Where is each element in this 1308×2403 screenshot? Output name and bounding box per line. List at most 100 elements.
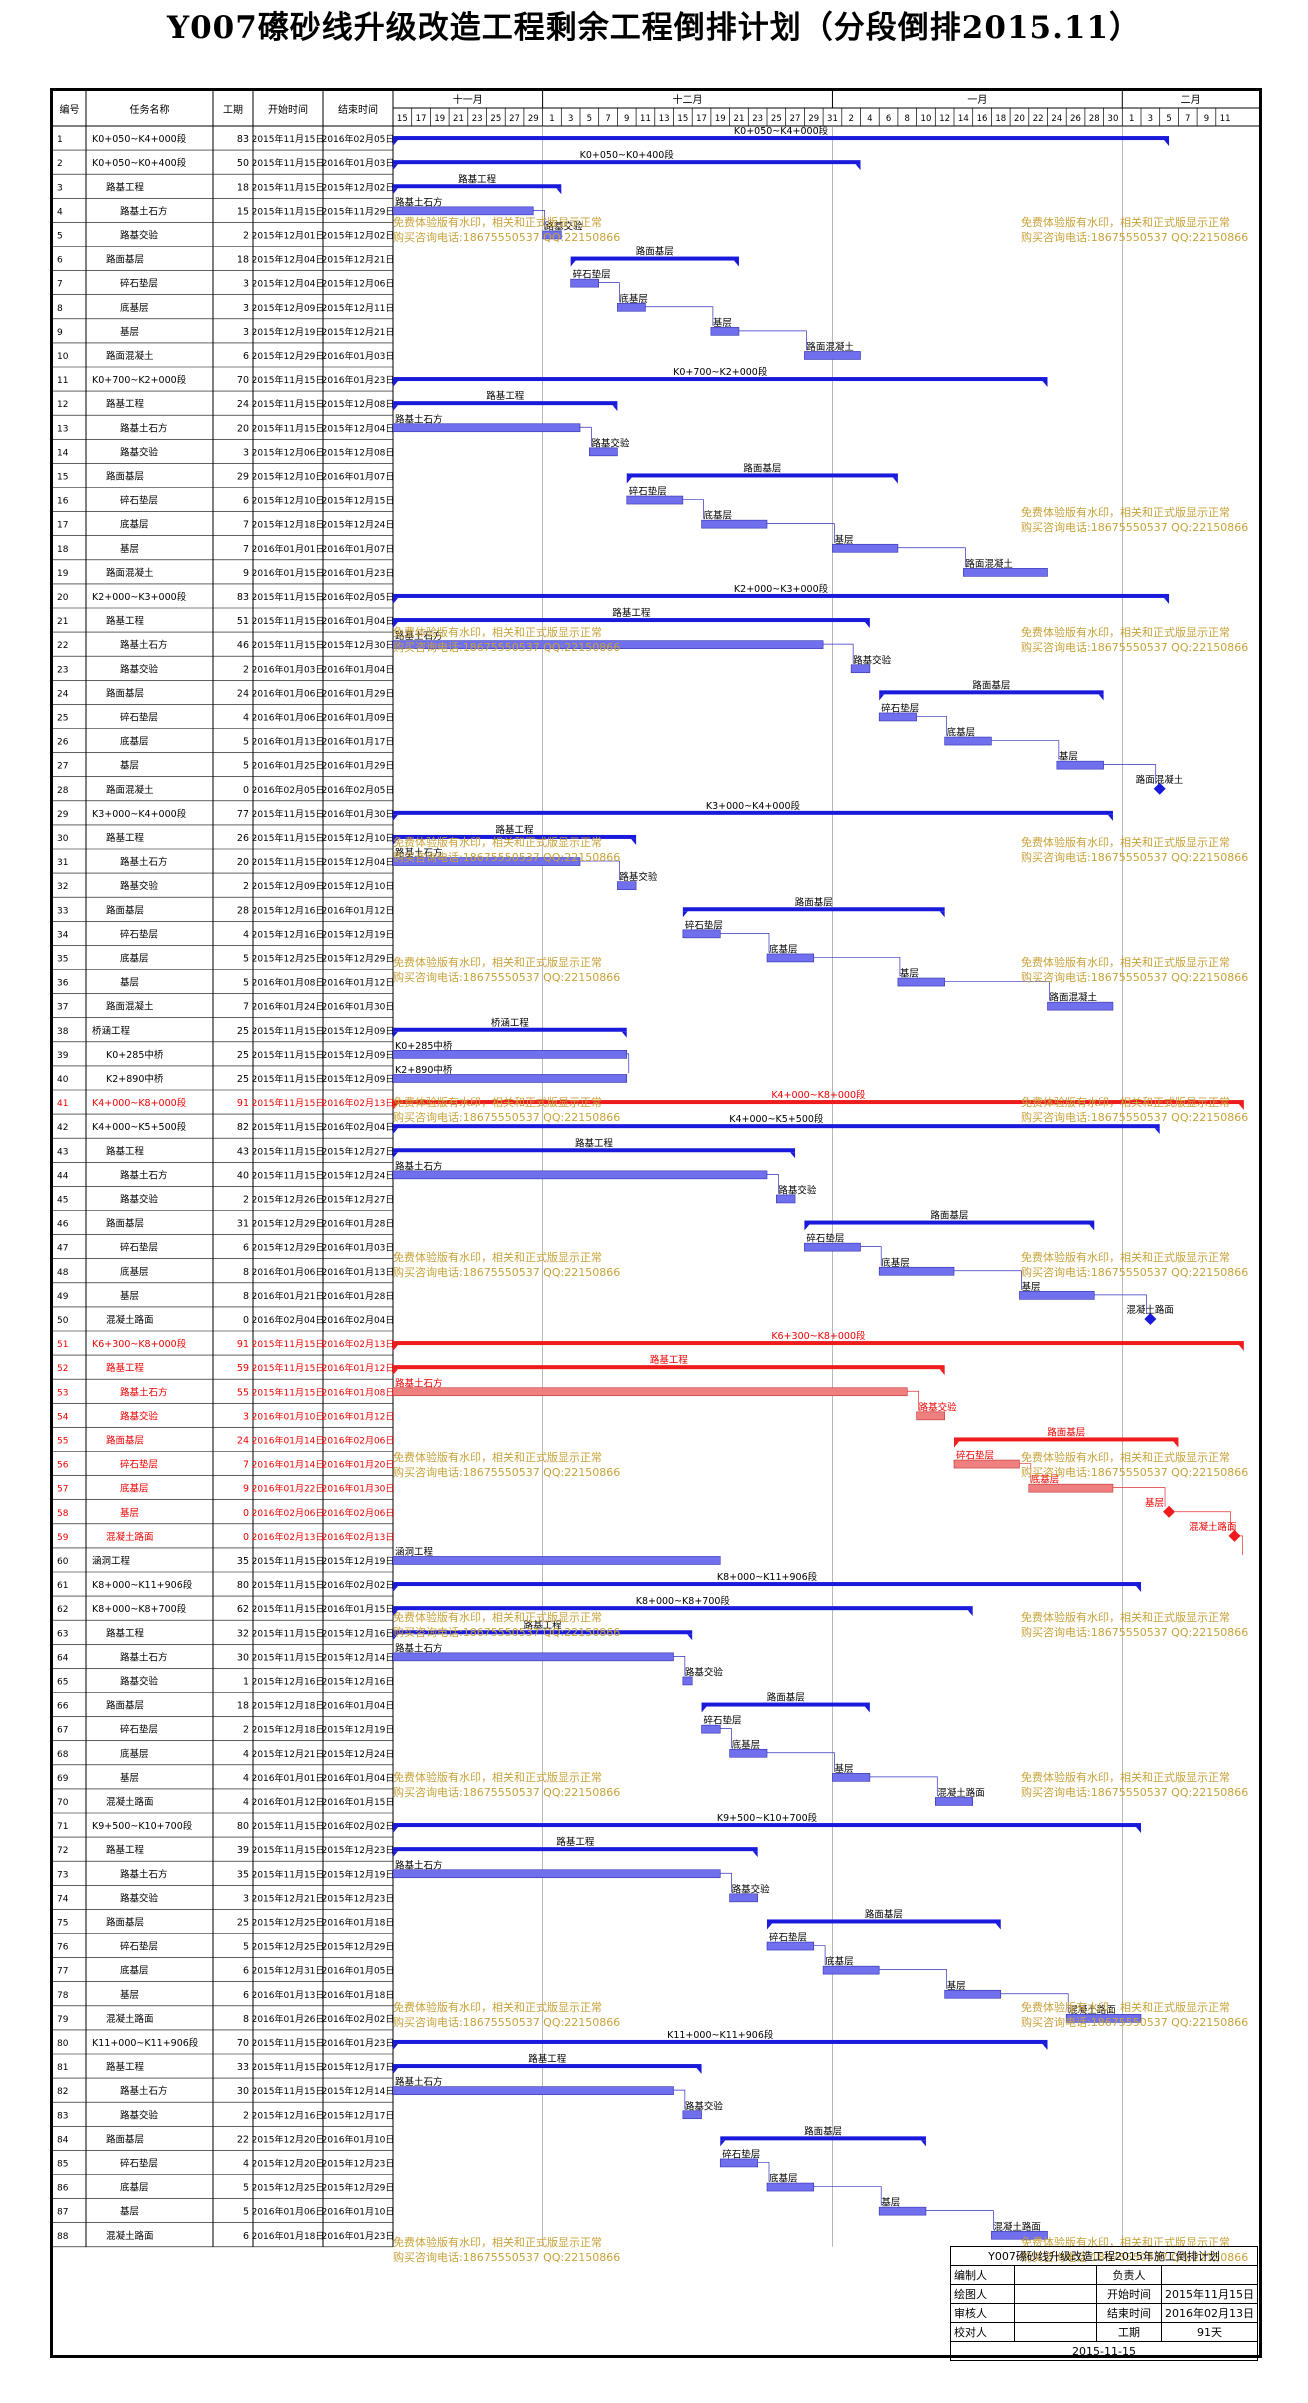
task-name: 碎石垫层 — [120, 2157, 158, 2169]
task-id: 60 — [57, 1557, 69, 1567]
task-start: 2015年12月25日 — [252, 1941, 325, 1953]
dependency-line — [991, 740, 1060, 760]
task-duration: 33 — [237, 2062, 249, 2073]
task-start: 2016年02月05日 — [252, 784, 325, 796]
task-start: 2015年11月15日 — [252, 2061, 325, 2073]
task-name: K2+000~K3+000段 — [92, 591, 187, 603]
summary-bar — [393, 810, 1113, 815]
summary-bar-start-cap — [720, 2140, 726, 2147]
month-label: 十一月 — [453, 93, 483, 106]
task-start: 2015年11月15日 — [252, 422, 325, 434]
task-id: 41 — [57, 1099, 68, 1109]
milestone-diamond — [1163, 1505, 1176, 1518]
drawer-label: 绘图人 — [950, 2284, 1015, 2304]
summary-bar — [393, 834, 637, 839]
summary-bar-label: 路面基层 — [743, 462, 781, 474]
summary-bar — [393, 184, 562, 189]
task-bar-label: 碎石垫层 — [881, 702, 919, 714]
task-duration: 4 — [243, 1797, 249, 1808]
day-label: 7 — [605, 114, 610, 124]
summary-bar-label: 路面基层 — [1047, 1426, 1085, 1438]
task-name: 路基交验 — [120, 2109, 159, 2121]
task-duration: 4 — [243, 929, 249, 940]
day-label: 2 — [848, 114, 853, 124]
task-end: 2015年12月21日 — [322, 254, 395, 266]
task-id: 35 — [57, 954, 68, 964]
task-start: 2015年12月18日 — [252, 1724, 325, 1736]
task-start: 2015年11月15日 — [252, 1386, 325, 1398]
task-start: 2015年12月16日 — [252, 904, 325, 916]
task-name: 底基层 — [120, 736, 149, 748]
dependency-line — [823, 643, 854, 664]
task-start: 2015年11月15日 — [252, 398, 325, 410]
month-label: 十二月 — [673, 93, 703, 106]
task-name: 混凝土路面 — [106, 2230, 154, 2242]
task-id: 54 — [57, 1412, 69, 1422]
task-start: 2015年12月29日 — [252, 1218, 325, 1230]
task-end: 2016年01月30日 — [322, 1483, 395, 1495]
task-duration: 2 — [243, 664, 249, 675]
task-bar — [878, 712, 917, 722]
task-bar-label: 基层 — [947, 1980, 966, 1992]
task-end: 2015年12月29日 — [322, 2182, 395, 2194]
task-bar — [392, 1074, 628, 1083]
summary-bar — [879, 690, 1104, 695]
task-start: 2015年12月10日 — [252, 495, 325, 507]
summary-bar — [393, 2039, 1048, 2044]
task-name: 路面基层 — [106, 1434, 144, 1446]
task-name: 桥涵工程 — [92, 1025, 131, 1037]
task-name: 基层 — [120, 2206, 139, 2218]
task-duration: 20 — [237, 857, 249, 868]
task-id: 57 — [57, 1485, 68, 1495]
day-label: 15 — [397, 114, 408, 124]
watermark-line-1: 免费体验版有水印，相关和正式版显示正常 — [1021, 1610, 1230, 1624]
task-end: 2016年01月10日 — [322, 2133, 395, 2145]
task-duration: 35 — [237, 1869, 249, 1880]
watermark-line-1: 免费体验版有水印，相关和正式版显示正常 — [393, 1095, 602, 1109]
summary-bar-start-cap — [393, 1345, 398, 1352]
summary-bar — [393, 401, 618, 406]
day-label: 10 — [921, 114, 932, 124]
summary-bar-end-cap — [864, 622, 870, 629]
task-end: 2016年01月04日 — [322, 1772, 395, 1784]
summary-bar-start-cap — [393, 1610, 398, 1617]
summary-bar-label: 路面基层 — [636, 246, 674, 258]
watermark-line-2: 购买咨询电话:18675550537 QQ:22150866 — [393, 640, 620, 654]
task-start: 2015年11月15日 — [252, 2037, 325, 2049]
task-start: 2015年12月29日 — [252, 350, 325, 362]
summary-bar-end-cap — [967, 1610, 973, 1617]
task-name: 碎石垫层 — [120, 928, 158, 940]
summary-bar — [393, 1027, 627, 1032]
task-duration: 3 — [243, 1893, 249, 1904]
task-end: 2016年01月30日 — [322, 1001, 395, 1013]
task-end: 2016年02月04日 — [322, 1314, 395, 1326]
task-duration: 7 — [243, 1002, 249, 1013]
task-bar-label: 底基层 — [881, 1257, 910, 1269]
task-start: 2016年01月13日 — [252, 736, 325, 748]
watermark-line-1: 免费体验版有水印，相关和正式版显示正常 — [1021, 215, 1230, 229]
task-end: 2015年12月27日 — [322, 1193, 395, 1205]
summary-bar-start-cap — [701, 1706, 707, 1713]
summary-bar-end-cap — [1164, 597, 1170, 604]
task-duration: 0 — [243, 1315, 249, 1326]
task-bar-label: 路基土石方 — [395, 1859, 443, 1871]
task-duration: 46 — [237, 640, 249, 651]
task-name: 底基层 — [120, 302, 149, 314]
task-id: 38 — [57, 1027, 69, 1037]
task-duration: 91 — [237, 1098, 249, 1109]
day-label: 29 — [528, 114, 539, 124]
task-end: 2016年01月07日 — [322, 470, 395, 482]
task-bar-label: 基层 — [881, 2197, 900, 2209]
task-bar — [766, 953, 815, 963]
task-end: 2015年12月24日 — [322, 1748, 395, 1760]
task-duration: 55 — [237, 1387, 249, 1398]
task-duration: 9 — [243, 1484, 249, 1495]
task-duration: 1 — [243, 1676, 249, 1687]
task-end: 2016年02月06日 — [322, 1434, 395, 1446]
task-bar-label: 基层 — [834, 1763, 853, 1775]
task-bar — [617, 881, 637, 890]
task-bar-label: 底基层 — [769, 943, 798, 955]
task-start: 2015年11月15日 — [252, 856, 325, 868]
task-duration: 39 — [237, 1845, 249, 1856]
task-name: 碎石垫层 — [120, 278, 158, 290]
